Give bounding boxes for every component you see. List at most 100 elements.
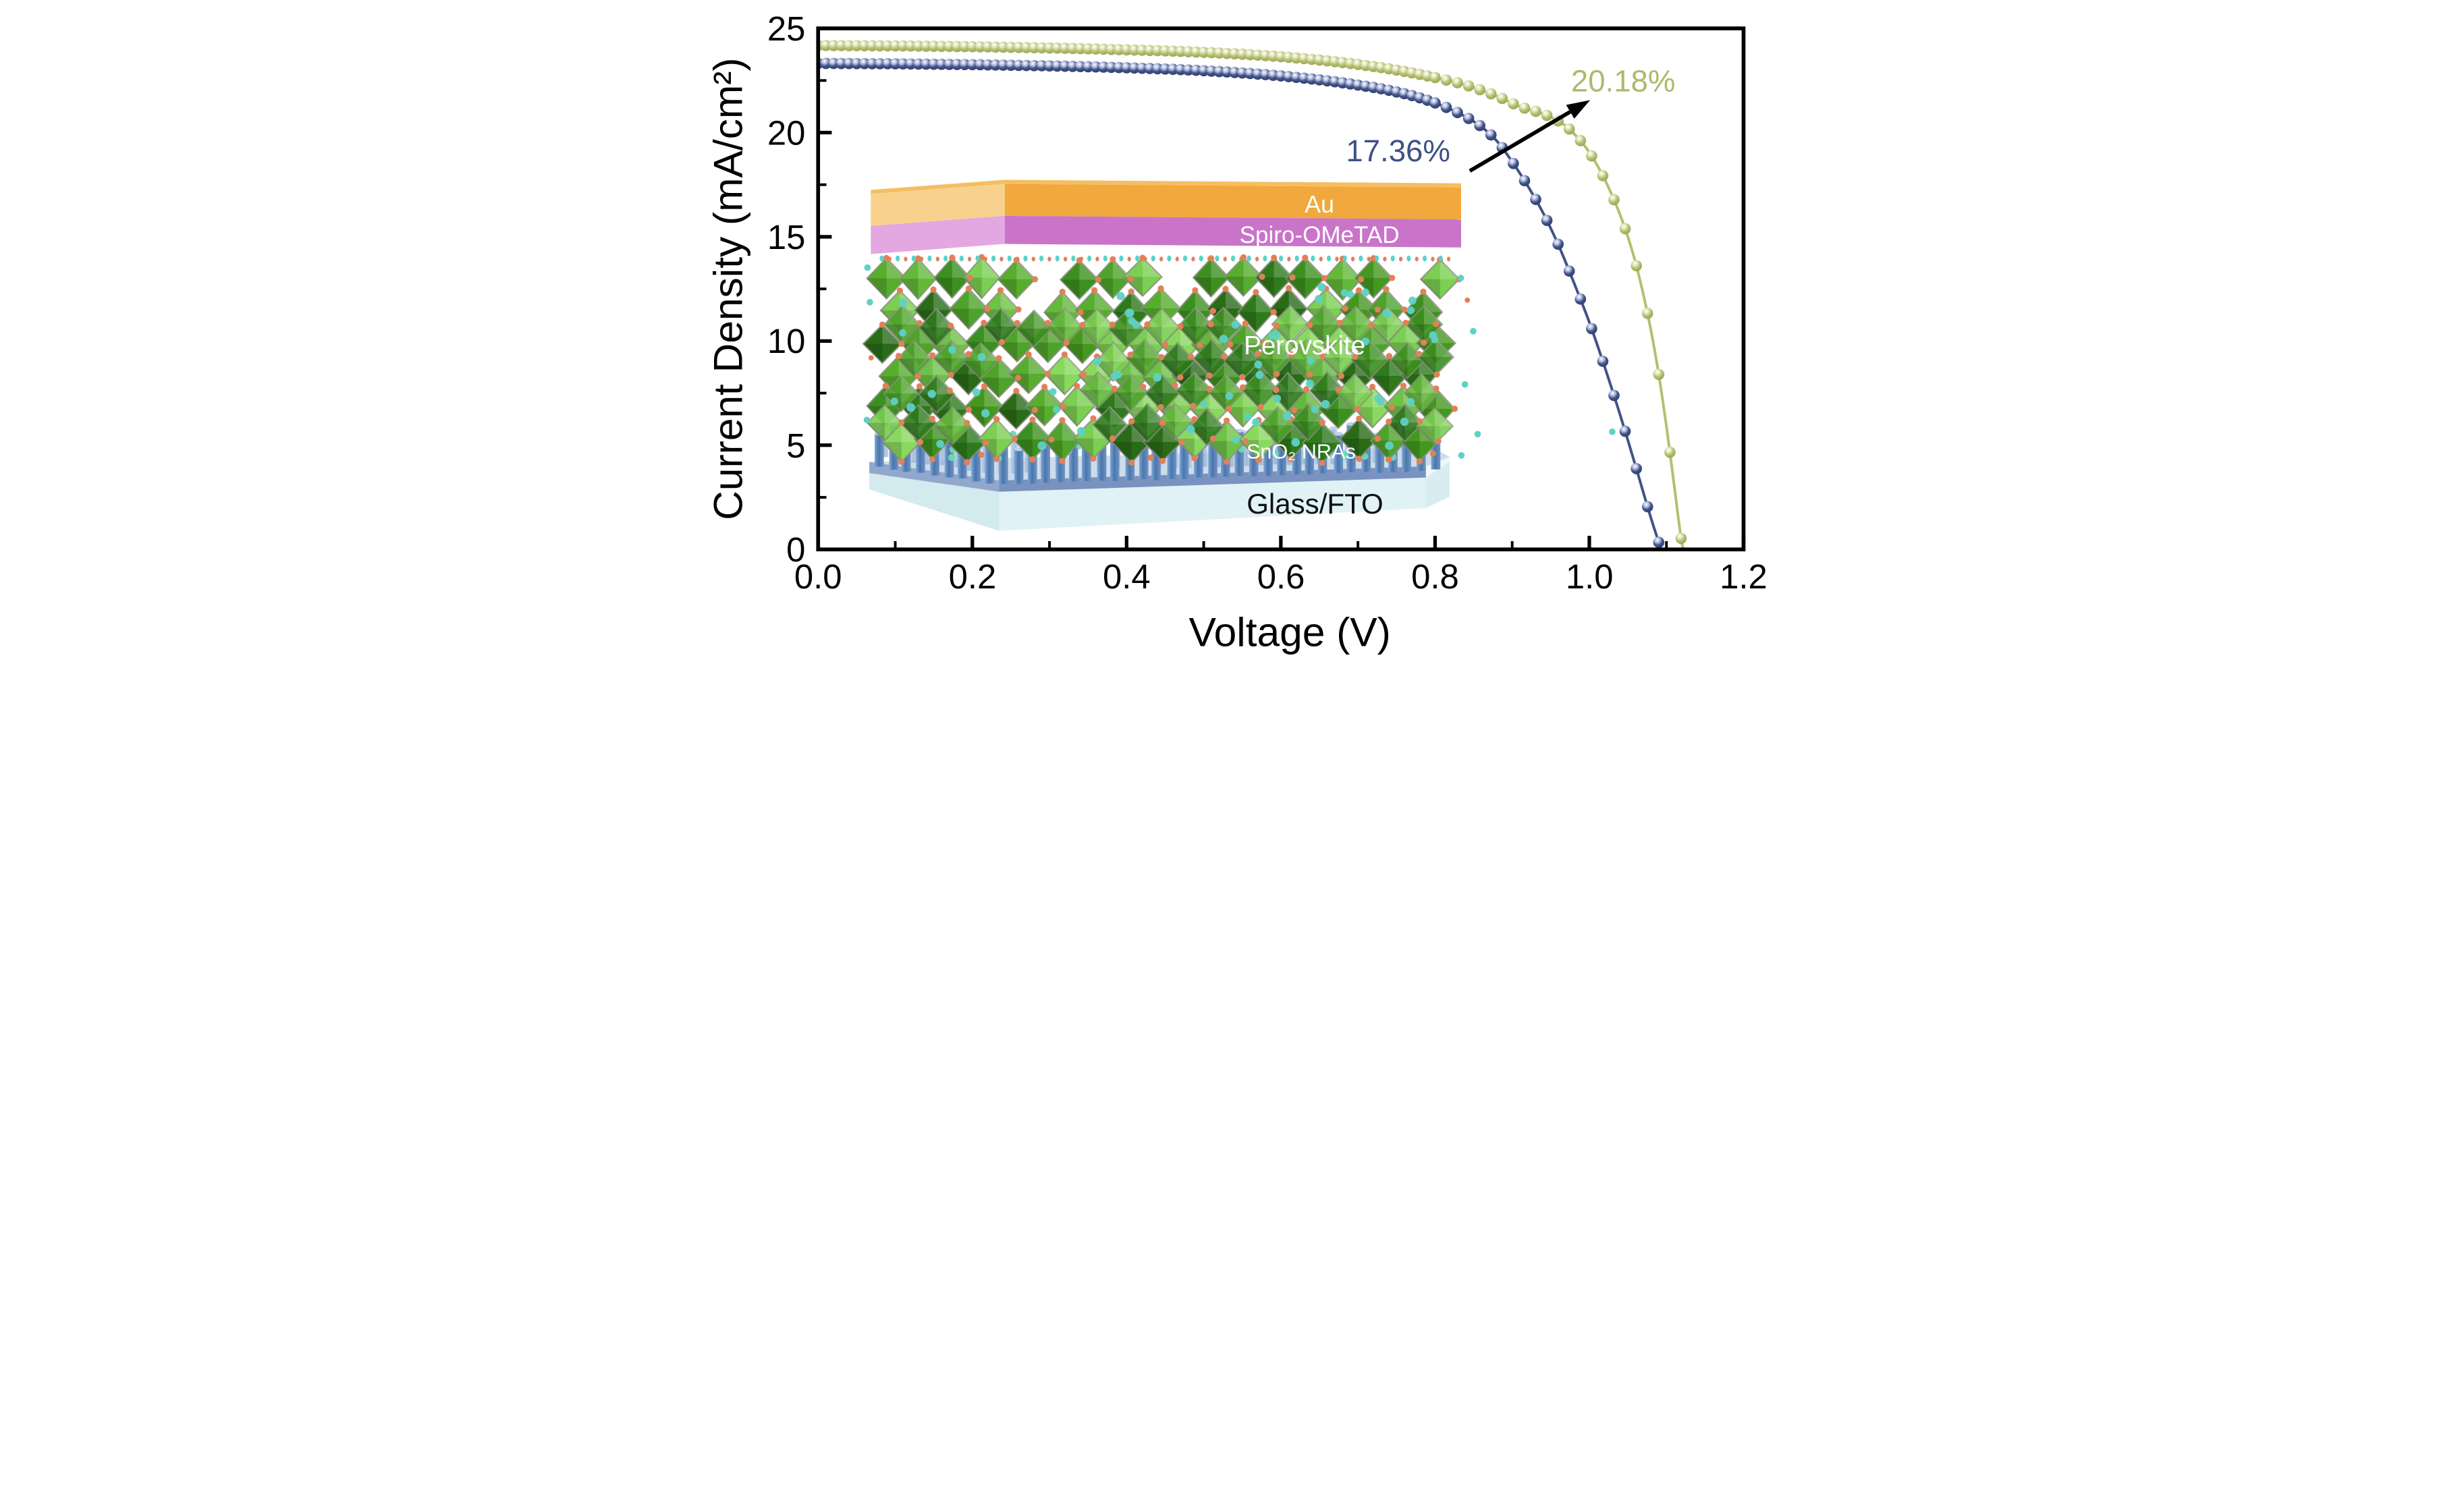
- interface-cation-atom: [1214, 255, 1219, 262]
- octahedron-facet-dark: [950, 308, 968, 329]
- marker-sno2-nra: [827, 40, 839, 51]
- pb-vertex-atom: [1041, 383, 1047, 390]
- marker-sno2-nra: [1473, 84, 1485, 96]
- pb-vertex-atom: [1058, 417, 1066, 424]
- pb-vertex-atom: [916, 320, 923, 327]
- interface-cation-atom: [1166, 255, 1172, 262]
- octahedron-body: [1419, 258, 1460, 300]
- interface-cation-atom: [1262, 255, 1267, 262]
- interface-cation-atom: [895, 255, 900, 262]
- pb-vertex-atom: [1367, 322, 1374, 329]
- octahedron-facet-light: [886, 258, 906, 279]
- pb-vertex-atom: [947, 323, 954, 329]
- octahedron-facet-dark: [1271, 324, 1290, 343]
- marker-sno2-nra: [1664, 446, 1676, 458]
- stray-cation-atom: [1469, 327, 1477, 335]
- pb-vertex-atom: [947, 372, 954, 379]
- cation-atom: [1381, 308, 1391, 318]
- interface-vertex-atom: [1350, 256, 1354, 262]
- perovskite-octahedron-back: [1155, 403, 1194, 441]
- interface-cation-atom: [1070, 255, 1076, 262]
- sno2-nanorod-back: [1271, 426, 1280, 465]
- sno2-nanorod-back: [1242, 432, 1251, 466]
- octahedron-body: [1290, 401, 1326, 442]
- marker-sno2-nra: [1574, 135, 1586, 146]
- octahedron-facet-light: [1000, 308, 1018, 327]
- pb-vertex-atom: [1374, 306, 1381, 313]
- interface-cation-atom: [1358, 255, 1363, 262]
- marker-control: [1462, 113, 1474, 124]
- octahedron-body: [1045, 307, 1083, 347]
- pb-vertex-atom: [1014, 320, 1020, 327]
- pb-vertex-atom: [1111, 385, 1118, 392]
- cation-atom: [1374, 394, 1383, 404]
- pb-vertex-atom: [1058, 457, 1066, 464]
- octahedron-body: [1093, 258, 1132, 300]
- pb-vertex-atom: [1044, 320, 1051, 327]
- interface-cation-atom: [1326, 255, 1331, 262]
- interface-cation-atom: [1039, 255, 1043, 262]
- pb-vertex-atom: [1416, 458, 1423, 465]
- octahedron-facet-dark: [914, 374, 933, 395]
- octahedron-facet-light: [1093, 418, 1113, 439]
- perovskite-octahedron-back: [1240, 369, 1279, 410]
- interface-cation-atom: [1022, 255, 1028, 262]
- cation-atom: [898, 329, 906, 337]
- octahedron-body: [1078, 370, 1117, 409]
- pb-vertex-atom: [1357, 276, 1364, 283]
- octahedron-facet-dark: [997, 342, 1017, 362]
- pb-vertex-atom: [1089, 455, 1097, 462]
- octahedron-facet-dark: [914, 310, 933, 331]
- pb-vertex-atom: [1209, 308, 1216, 314]
- octahedron-body: [1305, 304, 1342, 345]
- perovskite-octahedron-back: [1308, 370, 1346, 411]
- pb-vertex-atom: [1288, 274, 1296, 281]
- octahedron-facet-light: [1358, 290, 1377, 310]
- octahedron-facet-dark: [1302, 443, 1322, 463]
- interface-cation-atom: [1118, 255, 1124, 262]
- perovskite-octahedron-back: [1369, 305, 1405, 344]
- interface-cation-atom: [1310, 255, 1315, 262]
- cation-atom: [1406, 397, 1415, 406]
- marker-control: [881, 58, 893, 70]
- marker-sno2-nra: [1496, 92, 1508, 105]
- au-top-face: [870, 179, 1461, 194]
- stray-cation-atom: [864, 264, 871, 271]
- interface-vertex-atom: [1367, 256, 1371, 262]
- octahedron-facet-light: [968, 288, 987, 309]
- cation-atom: [972, 388, 981, 397]
- interface-vertex-atom: [1303, 256, 1307, 262]
- marker-sno2-nra: [1429, 72, 1441, 84]
- pb-vertex-atom: [916, 439, 923, 445]
- y-tick-label: 5: [786, 426, 805, 465]
- marker-control: [866, 58, 878, 70]
- cation-atom: [1340, 289, 1348, 297]
- cation-atom: [1152, 372, 1161, 382]
- octahedron-body: [933, 256, 971, 300]
- octahedron-facet-dark: [1420, 279, 1440, 299]
- interface-cation-atom: [1374, 255, 1379, 262]
- interface-vertex-atom: [903, 256, 908, 262]
- interface-cation-atom: [1230, 255, 1235, 262]
- pb-vertex-atom: [1318, 419, 1325, 426]
- interface-cation-atom: [1103, 255, 1107, 262]
- pb-vertex-atom: [1336, 319, 1343, 327]
- improvement-arrow-head: [1566, 100, 1590, 119]
- octahedron-facet-light: [1423, 292, 1442, 312]
- cation-atom: [1037, 441, 1047, 451]
- octahedron-facet-dark: [1319, 408, 1338, 428]
- octahedron-body: [983, 306, 1018, 347]
- octahedron-facet-light: [1174, 385, 1193, 406]
- interface-cation-atom: [975, 255, 980, 262]
- marker-control: [1585, 323, 1597, 335]
- octahedron-body: [1353, 256, 1393, 299]
- octahedron-facet-dark: [867, 422, 885, 441]
- pb-vertex-atom: [981, 383, 987, 390]
- octahedron-body: [1284, 256, 1325, 300]
- pb-vertex-atom: [1126, 352, 1134, 358]
- pb-vertex-atom: [1306, 371, 1313, 378]
- interface-cation-atom: [943, 255, 948, 262]
- pb-vertex-atom: [1273, 370, 1280, 377]
- cation-atom: [1132, 321, 1140, 329]
- octahedron-facet-light: [1259, 370, 1278, 390]
